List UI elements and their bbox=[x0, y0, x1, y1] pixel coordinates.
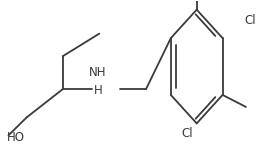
Text: NH: NH bbox=[89, 66, 107, 79]
Text: Cl: Cl bbox=[245, 14, 256, 27]
Text: HO: HO bbox=[7, 131, 25, 144]
Text: H: H bbox=[94, 84, 102, 97]
Text: Cl: Cl bbox=[182, 127, 193, 140]
